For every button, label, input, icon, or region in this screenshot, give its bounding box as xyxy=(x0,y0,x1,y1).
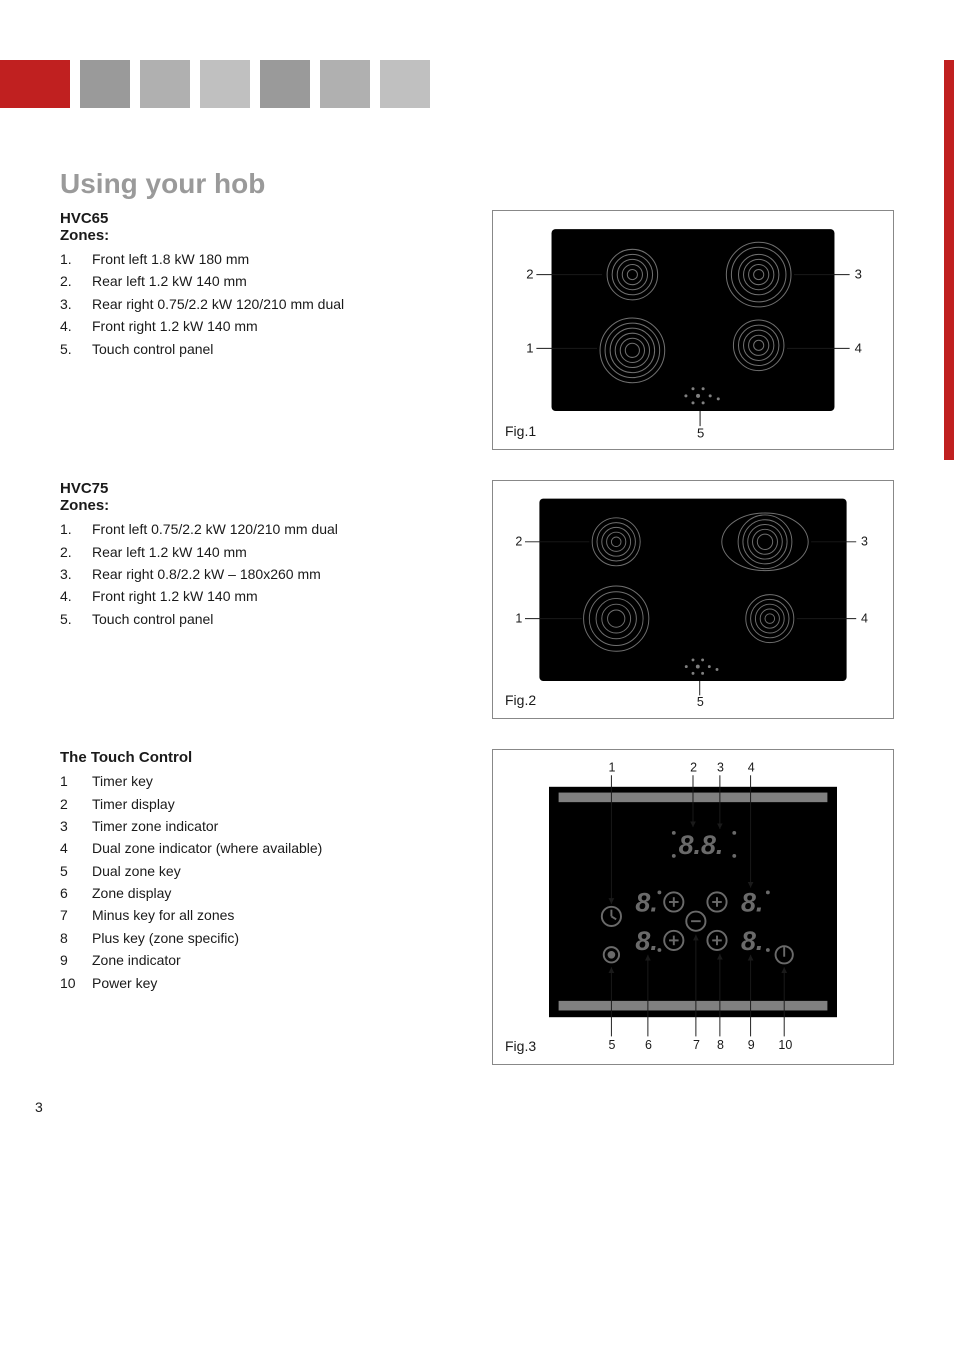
list-item: Plus key (zone specific) xyxy=(92,927,239,949)
svg-text:5: 5 xyxy=(697,695,704,709)
zones-heading: Zones: xyxy=(60,497,462,514)
svg-text:2: 2 xyxy=(515,535,522,549)
svg-text:8.: 8. xyxy=(635,926,657,956)
svg-text:10: 10 xyxy=(778,1038,792,1052)
page-number: 3 xyxy=(35,1099,43,1115)
svg-text:4: 4 xyxy=(855,340,862,355)
svg-text:1: 1 xyxy=(609,761,616,775)
list-item: Front right 1.2 kW 140 mm xyxy=(92,315,258,337)
list-item: Dual zone key xyxy=(92,860,181,882)
svg-text:3: 3 xyxy=(861,535,868,549)
svg-text:6: 6 xyxy=(645,1038,652,1052)
list-item: Timer zone indicator xyxy=(92,815,218,837)
svg-text:1: 1 xyxy=(515,612,522,626)
model-hvc65: HVC65 xyxy=(60,210,462,227)
list-item: Front left 0.75/2.2 kW 120/210 mm dual xyxy=(92,518,338,540)
list-item: Minus key for all zones xyxy=(92,904,234,926)
svg-text:8.8.: 8.8. xyxy=(679,830,724,860)
svg-text:5: 5 xyxy=(697,425,704,440)
svg-text:7: 7 xyxy=(693,1038,700,1052)
svg-text:1: 1 xyxy=(526,340,533,355)
list-item: Rear right 0.75/2.2 kW 120/210 mm dual xyxy=(92,293,344,315)
figure-label: Fig.2 xyxy=(505,692,536,708)
figure-label: Fig.1 xyxy=(505,423,536,439)
svg-text:5: 5 xyxy=(609,1038,616,1052)
svg-text:8.: 8. xyxy=(741,888,763,918)
svg-text:3: 3 xyxy=(717,761,724,775)
figure-3: 8.8. 8. 8. 8. 8. xyxy=(492,749,894,1065)
svg-text:8: 8 xyxy=(717,1038,724,1052)
svg-text:2: 2 xyxy=(526,267,533,282)
list-item: Touch control panel xyxy=(92,338,213,360)
list-item: Dual zone indicator (where available) xyxy=(92,837,322,859)
header-decoration xyxy=(0,0,894,108)
figure-label: Fig.3 xyxy=(505,1038,536,1054)
page-title: Using your hob xyxy=(60,168,894,200)
list-item: Zone indicator xyxy=(92,949,181,971)
list-item: Power key xyxy=(92,972,157,994)
side-tab xyxy=(944,60,954,460)
list-item: Rear right 0.8/2.2 kW – 180x260 mm xyxy=(92,563,321,585)
list-item: Front right 1.2 kW 140 mm xyxy=(92,585,258,607)
svg-text:8.: 8. xyxy=(741,926,763,956)
list-item: Front left 1.8 kW 180 mm xyxy=(92,248,249,270)
list-item: Zone display xyxy=(92,882,171,904)
svg-text:4: 4 xyxy=(861,612,868,626)
figure-1: 2 1 3 4 5 Fig.1 xyxy=(492,210,894,450)
touch-control-list: 1Timer key 2Timer display 3Timer zone in… xyxy=(60,770,462,994)
svg-text:3: 3 xyxy=(855,267,862,282)
touch-control-heading: The Touch Control xyxy=(60,749,462,766)
svg-text:9: 9 xyxy=(748,1038,755,1052)
model-hvc75: HVC75 xyxy=(60,480,462,497)
list-item: Timer display xyxy=(92,793,175,815)
list-item: Rear left 1.2 kW 140 mm xyxy=(92,541,247,563)
list-item: Timer key xyxy=(92,770,153,792)
list-item: Touch control panel xyxy=(92,608,213,630)
zones-heading: Zones: xyxy=(60,227,462,244)
svg-text:8.: 8. xyxy=(635,888,657,918)
svg-text:2: 2 xyxy=(690,761,697,775)
list-item: Rear left 1.2 kW 140 mm xyxy=(92,270,247,292)
figure-2: 2 1 3 4 5 Fig.2 xyxy=(492,480,894,719)
hvc65-zone-list: 1.Front left 1.8 kW 180 mm 2.Rear left 1… xyxy=(60,248,462,360)
svg-text:4: 4 xyxy=(748,761,755,775)
hvc75-zone-list: 1.Front left 0.75/2.2 kW 120/210 mm dual… xyxy=(60,518,462,630)
